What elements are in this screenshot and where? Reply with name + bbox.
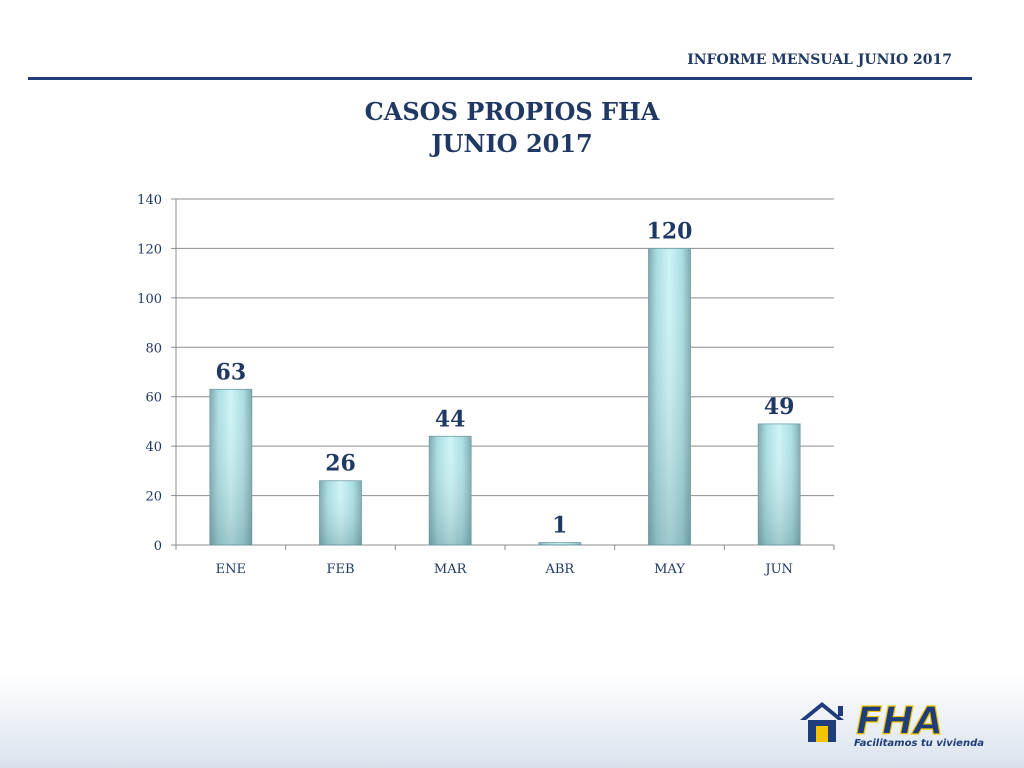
logo-wordmark: FHA bbox=[856, 699, 943, 743]
y-tick-label: 120 bbox=[137, 242, 162, 257]
bars bbox=[209, 248, 801, 546]
y-tick-label: 40 bbox=[145, 440, 162, 455]
x-tick-label: ENE bbox=[216, 562, 246, 577]
chart-title-line-1: CASOS PROPIOS FHA bbox=[364, 97, 660, 126]
y-tick-label: 60 bbox=[145, 391, 162, 406]
footer-background bbox=[0, 672, 1024, 768]
y-tick-label: 100 bbox=[137, 292, 162, 307]
grid-lines bbox=[176, 198, 834, 497]
data-label: 49 bbox=[764, 394, 795, 420]
data-label: 63 bbox=[216, 359, 247, 385]
data-label: 1 bbox=[552, 513, 567, 539]
bar-shade bbox=[648, 248, 691, 545]
x-tick-label: JUN bbox=[763, 562, 793, 577]
y-tick-label: 0 bbox=[154, 539, 162, 554]
report-header: INFORME MENSUAL JUNIO 2017 bbox=[687, 52, 952, 68]
data-label: 120 bbox=[647, 218, 693, 244]
y-tick-label: 80 bbox=[145, 341, 162, 356]
data-label: 26 bbox=[325, 451, 356, 477]
bar-shade bbox=[209, 389, 252, 545]
data-labels: 63 26 44 1 120 49 bbox=[216, 218, 795, 538]
bar-shade bbox=[758, 423, 801, 545]
x-tick-label: FEB bbox=[326, 562, 354, 577]
y-tick-label: 20 bbox=[145, 490, 162, 505]
bar-chart: 0 20 40 60 80 100 120 140 ENE FEB MAR ABR MAY JUN 63 2… bbox=[137, 193, 835, 577]
header-divider bbox=[28, 77, 972, 80]
house-icon bbox=[800, 702, 844, 742]
y-tick-label: 140 bbox=[137, 193, 162, 208]
chart-title-line-2: JUNIO 2017 bbox=[431, 129, 593, 158]
axes: 0 20 40 60 80 100 120 140 ENE FEB MAR ABR MAY JUN bbox=[137, 193, 835, 577]
x-tick-label: MAR bbox=[434, 562, 468, 577]
fha-logo: FHA bbox=[800, 698, 944, 744]
chart-title: CASOS PROPIOS FHA JUNIO 2017 bbox=[0, 96, 1024, 160]
bar-shade bbox=[538, 542, 581, 545]
bar-shade bbox=[319, 480, 362, 545]
logo-tagline: Facilitamos tu vivienda bbox=[854, 738, 984, 749]
bar-shade bbox=[429, 436, 472, 545]
x-tick-label: MAY bbox=[654, 562, 685, 577]
x-tick-label: ABR bbox=[544, 562, 575, 577]
data-label: 44 bbox=[435, 406, 466, 432]
